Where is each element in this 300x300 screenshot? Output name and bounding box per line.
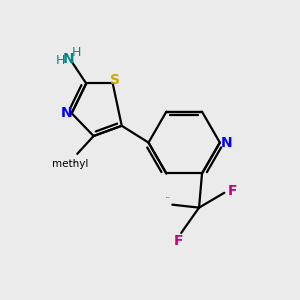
Text: methyl: methyl: [166, 197, 171, 198]
Text: F: F: [228, 184, 237, 198]
Text: N: N: [63, 52, 75, 66]
Text: methyl: methyl: [52, 159, 88, 169]
Text: N: N: [61, 106, 72, 120]
Text: F: F: [173, 234, 183, 248]
Text: H: H: [56, 54, 65, 67]
Text: S: S: [110, 74, 120, 88]
Text: methyl: methyl: [73, 162, 78, 164]
Text: N: N: [220, 136, 232, 150]
Text: H: H: [72, 46, 81, 59]
